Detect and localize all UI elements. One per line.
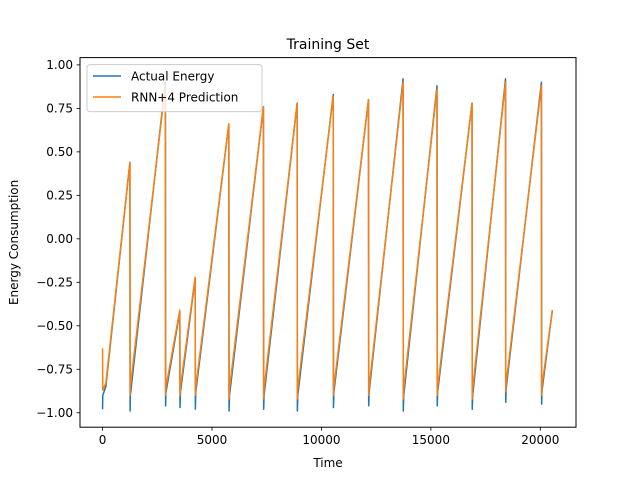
x-tick-label: 15000: [412, 433, 450, 447]
y-tick-label: −0.25: [36, 276, 73, 290]
y-axis-ticks: −1.00 −0.75 −0.50 −0.25 0.00 0.25 0.50 0.75 1.00: [36, 58, 80, 420]
x-axis-label: Time: [312, 456, 342, 470]
y-tick-label: −0.50: [36, 319, 73, 333]
y-axis-label: Energy Consumption: [7, 180, 21, 305]
y-tick-label: 0.25: [46, 189, 73, 203]
axes-frame: [79, 57, 577, 428]
legend-label-actual-energy: Actual Energy: [131, 70, 214, 84]
y-tick-label: −0.75: [36, 363, 73, 377]
series-line-rnn-prediction: [101, 81, 554, 400]
y-tick-label: 1.00: [46, 58, 73, 72]
legend: Actual Energy RNN+4 Prediction: [86, 64, 263, 113]
x-axis-ticks: 0 5000 10000 15000 20000: [99, 427, 559, 447]
y-tick-label: −1.00: [36, 406, 73, 420]
x-tick-label: 20000: [521, 433, 559, 447]
y-tick-label: 0.50: [46, 145, 73, 159]
x-tick-label: 0: [99, 433, 107, 447]
x-tick-label: 5000: [197, 433, 228, 447]
series-line-actual-energy: [101, 78, 554, 412]
chart-title: Training Set: [286, 37, 370, 53]
y-tick-label: 0.00: [46, 232, 73, 246]
x-tick-label: 10000: [302, 433, 340, 447]
legend-box: [86, 64, 263, 113]
legend-label-rnn-prediction: RNN+4 Prediction: [131, 91, 238, 105]
plot-lines: [101, 78, 554, 412]
y-tick-label: 0.75: [46, 102, 73, 116]
